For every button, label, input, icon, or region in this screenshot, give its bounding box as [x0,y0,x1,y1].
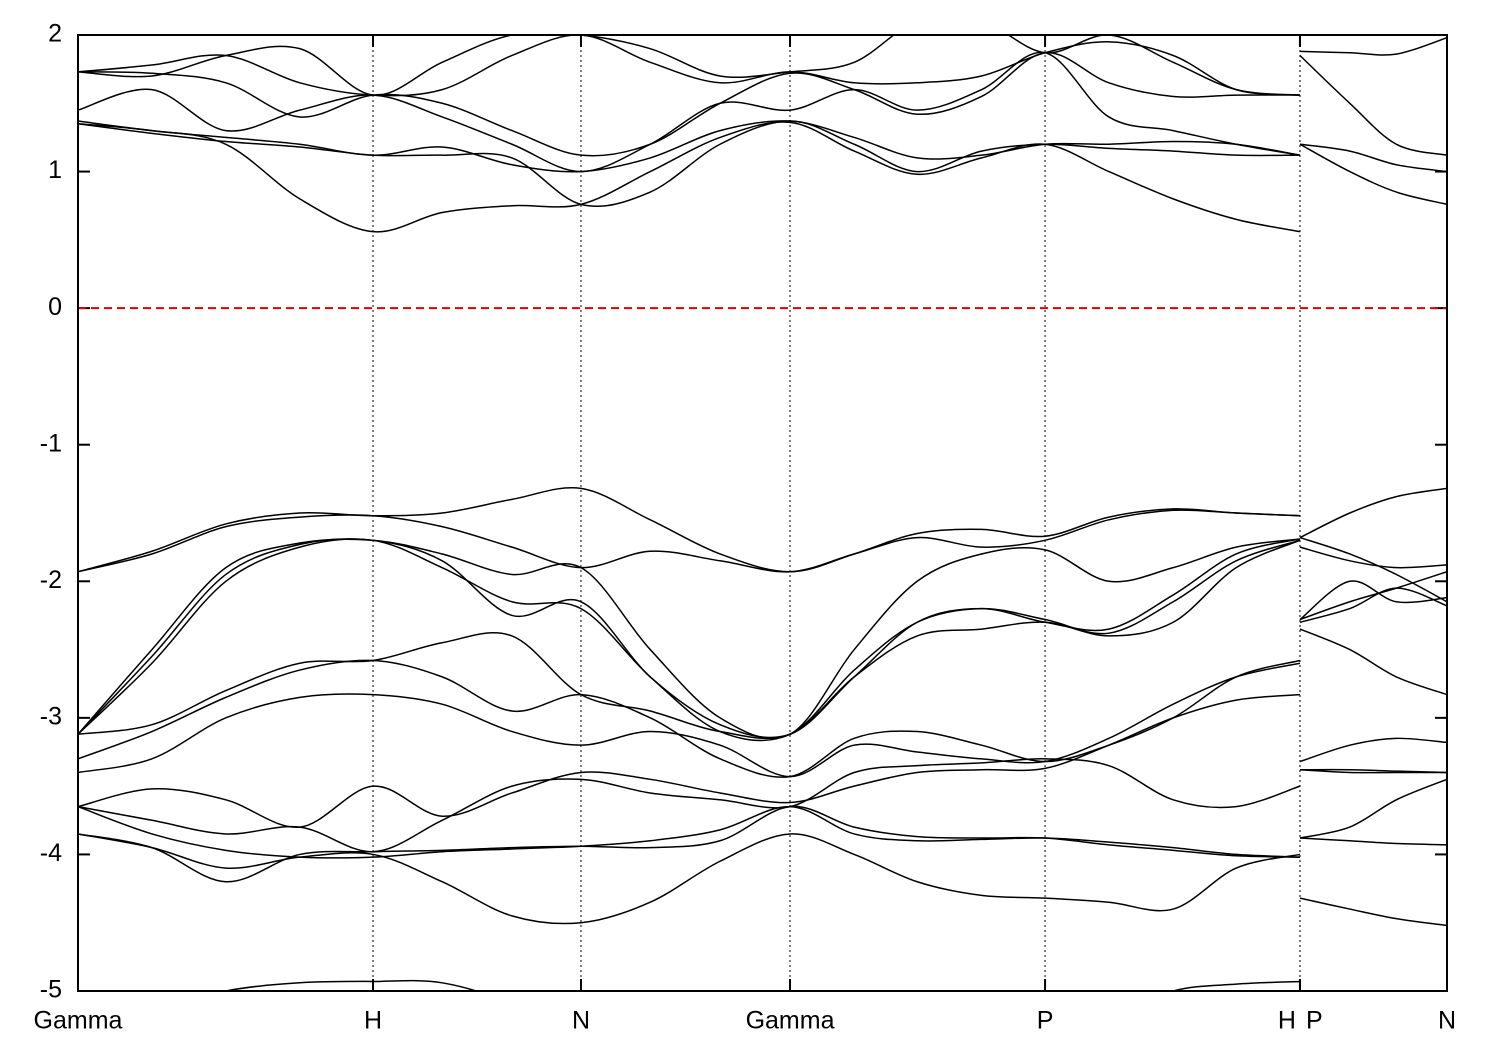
band-line [78,662,1447,778]
band-line [78,538,1447,739]
band-line [78,121,1447,233]
x-tick-label: P [1037,1007,1054,1035]
x-tick-label: N [1438,1007,1456,1035]
band-line [78,54,1447,173]
band-line [78,37,1447,173]
y-tick-label: -2 [40,566,62,594]
band-line [78,833,1447,927]
band-line [222,979,1301,991]
band-line [78,487,1447,573]
y-tick-label: 1 [48,156,62,184]
y-tick-label: -5 [40,976,62,1004]
x-tick-label: H [1278,1007,1296,1035]
y-tick-label: 2 [48,20,62,48]
y-tick-label: -1 [40,429,62,457]
y-tick-label: -3 [40,702,62,730]
band-line [78,769,1447,859]
band-line [78,628,1447,778]
band-line [78,120,1447,207]
band-line [78,758,1447,853]
band-line [78,538,1447,742]
band-line [78,487,1447,621]
x-tick-label: Gamma [746,1007,835,1035]
band-line [78,35,1301,96]
x-tick-label: P [1306,1007,1323,1035]
band-line [78,536,1447,740]
bands [78,35,1447,991]
band-line [78,539,1447,740]
x-tick-label: N [572,1007,590,1035]
y-tick-label: -4 [40,839,62,867]
grid-layer [77,34,1448,992]
y-tick-label: 0 [48,293,62,321]
band-line [78,805,1447,883]
x-tick-label: Gamma [34,1007,123,1035]
band-line [78,51,1300,157]
x-tick-label: H [364,1007,382,1035]
plot-frame [77,34,1448,992]
band-line [78,35,1301,97]
